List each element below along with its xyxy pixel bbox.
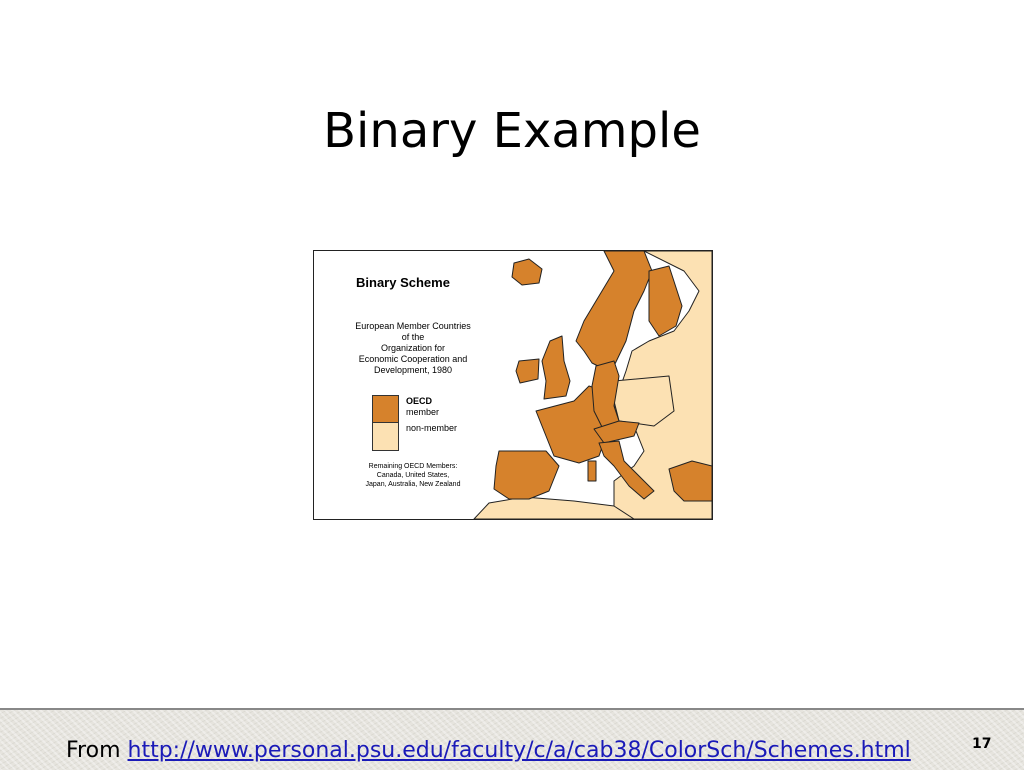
europe-map <box>473 251 712 519</box>
source-prefix: From <box>66 738 121 763</box>
great-britain <box>541 335 571 400</box>
greece-turkey <box>668 460 712 502</box>
slide-title: Binary Example <box>323 103 701 159</box>
map-title: Binary Scheme <box>356 275 450 290</box>
remaining-note-line: Remaining OECD Members: <box>368 463 458 470</box>
map-description-line: Development, 1980 <box>373 365 453 375</box>
source-citation: From http://www.personal.psu.edu/faculty… <box>66 738 911 763</box>
remaining-note-line: Japan, Australia, New Zealand <box>365 481 461 488</box>
legend-label-bold: OECD <box>406 396 433 406</box>
legend-swatch-member <box>372 395 399 424</box>
map-description-line: Economic Cooperation and <box>358 354 468 364</box>
legend-swatch-non-member <box>372 422 399 451</box>
remaining-members-note: Remaining OECD Members: Canada, United S… <box>338 462 488 489</box>
map-description-line: of the <box>401 332 425 342</box>
map-description-line: Organization for <box>380 343 446 353</box>
oecd-map-image: Binary Scheme European Member Countries … <box>313 250 713 520</box>
map-description: European Member Countries of the Organiz… <box>338 321 488 376</box>
legend-label-text: member <box>406 407 440 417</box>
iberia <box>493 450 560 500</box>
north-africa-region <box>473 496 635 519</box>
source-link[interactable]: http://www.personal.psu.edu/faculty/c/a/… <box>127 738 911 763</box>
page-number: 17 <box>972 736 992 752</box>
legend-label-member: OECD member <box>406 396 466 418</box>
legend-label-non-member: non-member <box>406 423 458 433</box>
map-description-line: European Member Countries <box>355 321 471 331</box>
remaining-note-line: Canada, United States, <box>376 472 450 479</box>
finland <box>648 265 683 337</box>
iceland <box>511 258 543 286</box>
italy <box>598 440 655 500</box>
austria-switzerland <box>593 420 640 444</box>
sardinia <box>587 460 597 482</box>
slide-footer: From http://www.personal.psu.edu/faculty… <box>0 708 1024 770</box>
ireland <box>515 358 540 384</box>
